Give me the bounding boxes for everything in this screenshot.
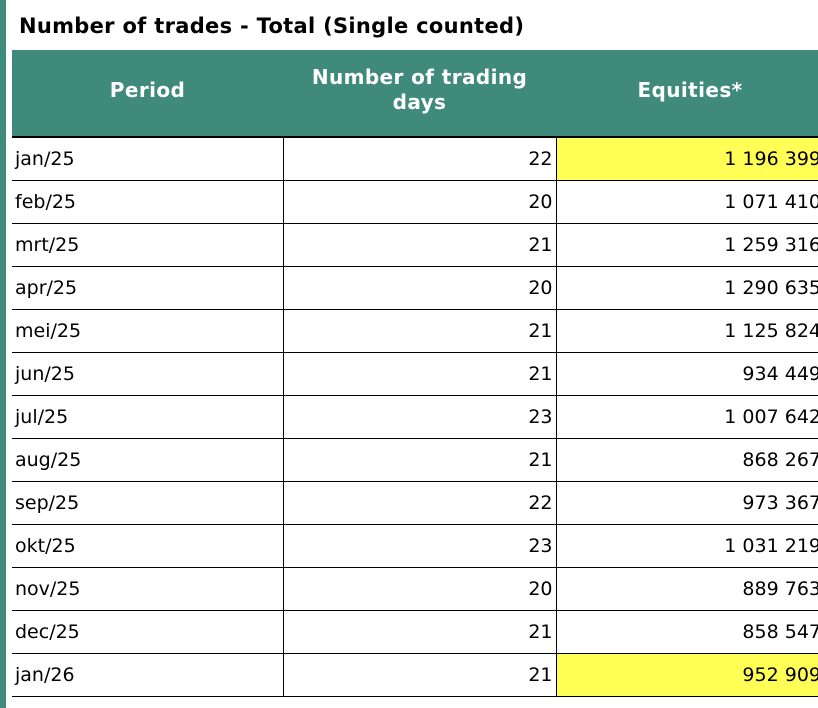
period-cell[interactable]: jun/25 (12, 351, 284, 396)
trading-days-cell[interactable]: 21 (282, 222, 557, 267)
period-cell[interactable]: feb/25 (12, 179, 284, 224)
table-row: mrt/25 21 1 259 316 (12, 222, 818, 267)
period-cell[interactable]: nov/25 (12, 566, 284, 611)
period-cell[interactable]: dec/25 (12, 609, 284, 654)
table-row: jun/25 21 934 449 (12, 351, 818, 396)
period-cell[interactable]: jan/26 (12, 652, 284, 697)
table-row: sep/25 22 973 367 (12, 480, 818, 525)
equities-cell[interactable]: 889 763 (555, 566, 818, 611)
period-cell[interactable]: jul/25 (12, 394, 284, 439)
period-cell[interactable]: jan/25 (12, 136, 284, 181)
equities-cell[interactable]: 1 290 635 (555, 265, 818, 310)
table-row: dec/25 21 858 547 (12, 609, 818, 654)
trading-days-cell[interactable]: 22 (282, 136, 557, 181)
equities-cell[interactable]: 973 367 (555, 480, 818, 525)
equities-cell[interactable]: 1 125 824 (555, 308, 818, 353)
table-row: jul/25 23 1 007 642 (12, 394, 818, 439)
column-header-equities: Equities* (556, 50, 818, 137)
trading-days-cell[interactable]: 23 (282, 523, 557, 568)
trading-days-cell[interactable]: 20 (282, 566, 557, 611)
trading-days-cell[interactable]: 23 (282, 394, 557, 439)
period-cell[interactable]: apr/25 (12, 265, 284, 310)
trading-days-cell[interactable]: 20 (282, 179, 557, 224)
table-row: feb/25 20 1 071 410 (12, 179, 818, 224)
trading-days-cell[interactable]: 21 (282, 609, 557, 654)
trading-days-cell[interactable]: 21 (282, 351, 557, 396)
equities-cell[interactable]: 858 547 (555, 609, 818, 654)
table-body: jan/25 22 1 196 399 feb/25 20 1 071 410 mrt/25… (12, 136, 818, 697)
column-header-period: Period (12, 50, 283, 137)
trading-days-cell[interactable]: 21 (282, 437, 557, 482)
equities-cell[interactable]: 1 259 316 (555, 222, 818, 267)
table-row: mei/25 21 1 125 824 (12, 308, 818, 353)
trading-days-cell[interactable]: 21 (282, 652, 557, 697)
table-row: jan/25 22 1 196 399 (12, 136, 818, 181)
equities-cell[interactable]: 1 007 642 (555, 394, 818, 439)
period-cell[interactable]: sep/25 (12, 480, 284, 525)
equities-cell[interactable]: 1 031 219 (555, 523, 818, 568)
equities-cell[interactable]: 868 267 (555, 437, 818, 482)
period-cell[interactable]: aug/25 (12, 437, 284, 482)
trading-days-cell[interactable]: 22 (282, 480, 557, 525)
period-cell[interactable]: mei/25 (12, 308, 284, 353)
table-row: okt/25 23 1 031 219 (12, 523, 818, 568)
period-cell[interactable]: mrt/25 (12, 222, 284, 267)
trading-days-cell[interactable]: 21 (282, 308, 557, 353)
table-row: aug/25 21 868 267 (12, 437, 818, 482)
table-row: jan/26 21 952 909 (12, 652, 818, 697)
table-row: nov/25 20 889 763 (12, 566, 818, 611)
equities-cell[interactable]: 952 909 (555, 652, 818, 697)
equities-cell[interactable]: 934 449 (555, 351, 818, 396)
header-row: Period Number of trading days Equities* (12, 50, 818, 137)
trading-days-cell[interactable]: 20 (282, 265, 557, 310)
table-row: apr/25 20 1 290 635 (12, 265, 818, 310)
equities-cell[interactable]: 1 196 399 (555, 136, 818, 181)
trades-table: Period Number of trading days Equities* … (12, 50, 818, 697)
table-title: Number of trades - Total (Single counted… (19, 14, 525, 38)
column-header-trading-days: Number of trading days (283, 50, 556, 137)
period-cell[interactable]: okt/25 (12, 523, 284, 568)
equities-cell[interactable]: 1 071 410 (555, 179, 818, 224)
